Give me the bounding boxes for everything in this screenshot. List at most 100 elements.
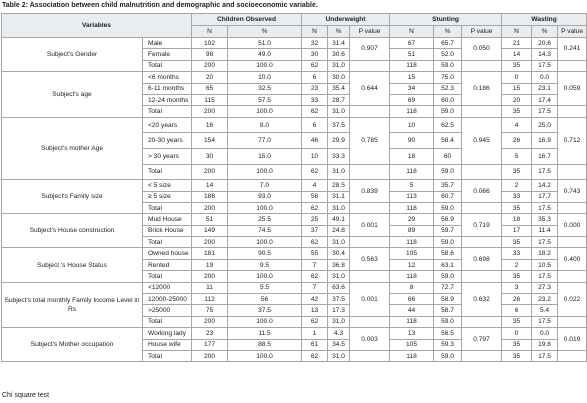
- p-value: 0.001: [348, 281, 391, 317]
- category-cell: 20-30 years: [142, 132, 192, 149]
- cell: 63.6: [327, 281, 350, 295]
- category-cell: <6 months: [142, 71, 192, 84]
- table-row: 20-30 years 154 77.0 46 29.9 90 58.4 26 16.9: [2, 132, 587, 149]
- cell: 28.5: [327, 179, 350, 192]
- cell: 11.4: [531, 224, 559, 238]
- cell: 100.0: [227, 59, 302, 73]
- empty-cell: [557, 236, 587, 249]
- cell: 58: [301, 190, 328, 203]
- category-cell: House wife: [142, 338, 192, 351]
- cell: 5.5: [227, 281, 302, 295]
- cell: 31.4: [327, 36, 350, 50]
- empty-cell: [461, 105, 503, 118]
- category-cell: Total: [142, 201, 192, 215]
- cell: 58.4: [433, 132, 463, 149]
- cell: 65.7: [433, 36, 463, 50]
- cell: 29.9: [327, 132, 350, 149]
- cell: 5.4: [531, 304, 559, 317]
- cell: 56.9: [433, 213, 463, 226]
- cell: 11.5: [227, 327, 302, 340]
- p-value: 0.712: [557, 116, 587, 165]
- cell: 59.0: [433, 236, 463, 249]
- header-cell: Variables: [1, 13, 192, 38]
- cell: 75: [191, 304, 228, 317]
- group-label: Subject's mother Age: [1, 116, 143, 181]
- empty-cell: [348, 349, 391, 363]
- cell: 118: [389, 59, 435, 73]
- table-row: Subject's age <6 months 20 10.0 6 30.0 0.644 15…: [1, 71, 587, 118]
- cell: 118: [389, 349, 435, 363]
- table-row: Subject's mother Age <20 years 16 8.0 6 37.5 0…: [1, 116, 587, 181]
- cell: 200: [191, 315, 228, 329]
- cell: 10.0: [227, 71, 302, 84]
- cell: 62: [301, 59, 328, 73]
- cell: 5: [501, 147, 533, 165]
- empty-cell: [461, 236, 503, 249]
- cell: 200: [191, 163, 228, 181]
- cell: 6: [501, 304, 533, 317]
- cell: 118: [389, 270, 435, 283]
- category-cell: Total: [142, 236, 192, 249]
- cell: 6: [301, 71, 328, 84]
- cell: 31.0: [327, 349, 350, 363]
- cell: 60.7: [433, 190, 463, 203]
- cell: 33.3: [327, 147, 350, 165]
- table-row: Female 98 49.0 30 30.6 51 52.0 14 14.3: [2, 48, 587, 61]
- cell: 8: [389, 281, 435, 295]
- table-row: Subject's Gender Male 102 51.0 32 31.4 0.907 67…: [1, 36, 587, 73]
- header-cell: P value: [557, 25, 587, 38]
- cell: 17.5: [531, 163, 559, 181]
- cell: 56: [227, 292, 302, 306]
- footnote: Chi square test: [2, 392, 50, 399]
- empty-cell: [461, 315, 503, 329]
- cell: 154: [191, 132, 228, 149]
- cell: 33: [501, 190, 533, 203]
- header-cell: P value: [461, 25, 503, 38]
- category-cell: Total: [142, 315, 192, 329]
- cell: 59.3: [433, 338, 463, 351]
- category-cell: 6-11 months: [142, 82, 192, 95]
- cell: 15: [389, 71, 435, 84]
- cell: 25.5: [227, 213, 302, 226]
- cell: 19: [191, 258, 228, 272]
- header-cell: Stunting: [389, 13, 503, 26]
- category-cell: Total: [142, 163, 192, 181]
- cell: 118: [389, 315, 435, 329]
- table-row: Subject's House construction Mud House 51 2…: [1, 213, 587, 249]
- cell: 6: [301, 116, 328, 134]
- empty-cell: [348, 270, 391, 283]
- cell: 98: [191, 48, 228, 61]
- cell: 74.5: [227, 224, 302, 238]
- cell: 102: [191, 36, 228, 50]
- p-value: 0.001: [348, 213, 391, 238]
- header-cell: Children Observed: [191, 13, 302, 26]
- cell: 4.3: [327, 327, 350, 340]
- cell: 9.5: [227, 258, 302, 272]
- p-value: 0.066: [461, 179, 503, 203]
- cell: 12: [389, 258, 435, 272]
- group-label: Subject's total monthly Family Income Le…: [1, 281, 143, 329]
- cell: 59.0: [433, 201, 463, 215]
- cell: 77.0: [227, 132, 302, 149]
- cell: 0.0: [531, 71, 559, 84]
- cell: 59.7: [433, 224, 463, 238]
- category-cell: Brick House: [142, 224, 192, 238]
- cell: 44: [389, 304, 435, 317]
- cell: 24.8: [327, 224, 350, 238]
- cell: 118: [389, 236, 435, 249]
- empty-cell: [348, 236, 391, 249]
- table-row: Subject's total monthly Family Income Le…: [1, 281, 587, 329]
- group-label: Subject 's House Status: [1, 247, 143, 283]
- p-value: 0.059: [557, 71, 587, 107]
- cell: 52.3: [433, 82, 463, 95]
- cell: 1: [301, 327, 328, 340]
- cell: 31.0: [327, 163, 350, 181]
- cell: 30.0: [327, 71, 350, 84]
- cell: 118: [389, 163, 435, 181]
- cell: 31.0: [327, 59, 350, 73]
- cell: 67: [389, 36, 435, 50]
- cell: 31.1: [327, 190, 350, 203]
- cell: 29: [389, 213, 435, 226]
- cell: 17.5: [531, 315, 559, 329]
- cell: 105: [389, 247, 435, 260]
